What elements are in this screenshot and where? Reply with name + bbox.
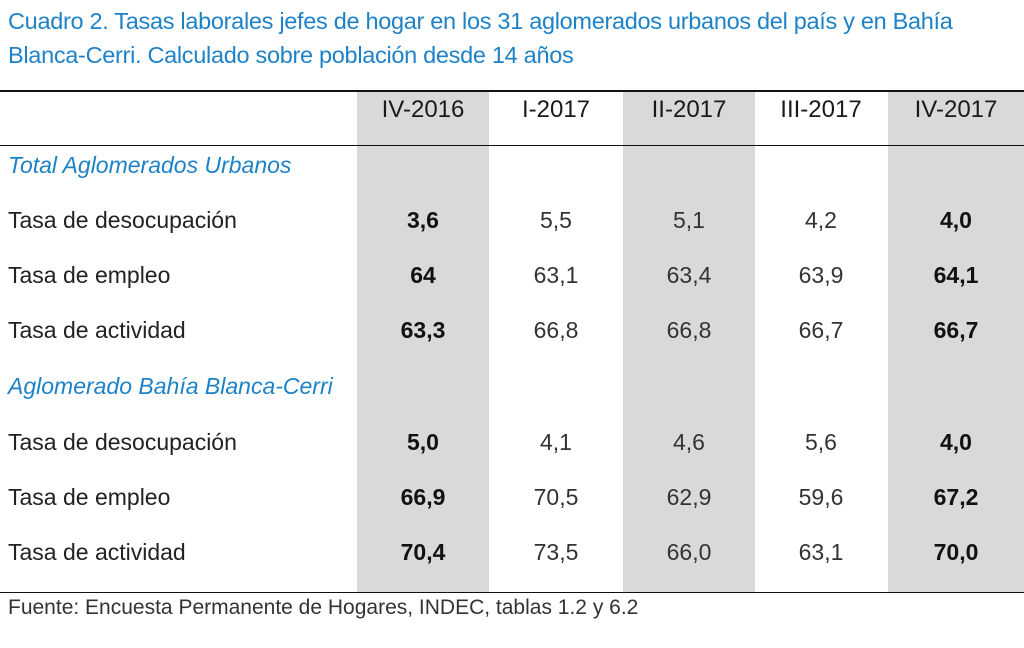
- table-cell: 3,6: [407, 207, 439, 233]
- table-cell: 4,2: [805, 207, 837, 233]
- table-cell: 63,9: [798, 262, 844, 288]
- highlight-band-iv-2016: [357, 92, 489, 592]
- row-label: Tasa de empleo: [8, 262, 171, 288]
- table-cell: 63,4: [666, 262, 712, 288]
- table-cell: 59,6: [798, 484, 844, 510]
- table-top-rule: [0, 90, 1024, 92]
- row-label: Tasa de actividad: [8, 539, 186, 565]
- table-cell: 4,1: [540, 429, 572, 455]
- column-header: III-2017: [780, 96, 862, 123]
- table-cell: 5,0: [407, 429, 439, 455]
- column-header: IV-2017: [914, 96, 998, 123]
- table-bottom-rule: [0, 592, 1024, 593]
- column-header: IV-2016: [381, 96, 465, 123]
- section-heading: Total Aglomerados Urbanos: [8, 152, 292, 178]
- table-cell: 70,0: [933, 539, 979, 565]
- table-cell: 70,4: [400, 539, 446, 565]
- table-cell: 63,1: [533, 262, 579, 288]
- table-cell: 66,8: [666, 317, 712, 343]
- highlight-band-iv-2017: [888, 92, 1024, 592]
- table-cell: 70,5: [533, 484, 579, 510]
- table-cell: 64,1: [933, 262, 979, 288]
- table-cell: 5,1: [673, 207, 705, 233]
- column-header: II-2017: [651, 96, 727, 123]
- column-header: I-2017: [521, 96, 591, 123]
- table-cell: 63,3: [400, 317, 446, 343]
- table-cell: 63,1: [798, 539, 844, 565]
- table-cell: 73,5: [533, 539, 579, 565]
- table-cell: 4,0: [940, 429, 972, 455]
- table-cell: 66,8: [533, 317, 579, 343]
- source-note: Fuente: Encuesta Permanente de Hogares, …: [8, 596, 639, 619]
- table-cell: 66,0: [666, 539, 712, 565]
- row-label: Tasa de desocupación: [8, 207, 237, 233]
- table-cell: 5,5: [540, 207, 572, 233]
- table-title: Cuadro 2. Tasas laborales jefes de hogar…: [8, 8, 953, 68]
- table-cell: 66,7: [798, 317, 844, 343]
- section-heading: Aglomerado Bahía Blanca-Cerri: [8, 373, 333, 399]
- table-cell: 67,2: [933, 484, 979, 510]
- table-cell: 64: [410, 262, 436, 288]
- highlight-band-ii-2017: [623, 92, 755, 592]
- row-label: Tasa de empleo: [8, 484, 171, 510]
- table-cell: 4,6: [673, 429, 705, 455]
- table-cell: 66,7: [933, 317, 979, 343]
- table-cell: 66,9: [400, 484, 446, 510]
- table-cell: 5,6: [805, 429, 837, 455]
- table-header-rule: [0, 145, 1024, 146]
- row-label: Tasa de actividad: [8, 317, 186, 343]
- table-cell: 62,9: [666, 484, 712, 510]
- row-label: Tasa de desocupación: [8, 429, 237, 455]
- table-cell: 4,0: [940, 207, 972, 233]
